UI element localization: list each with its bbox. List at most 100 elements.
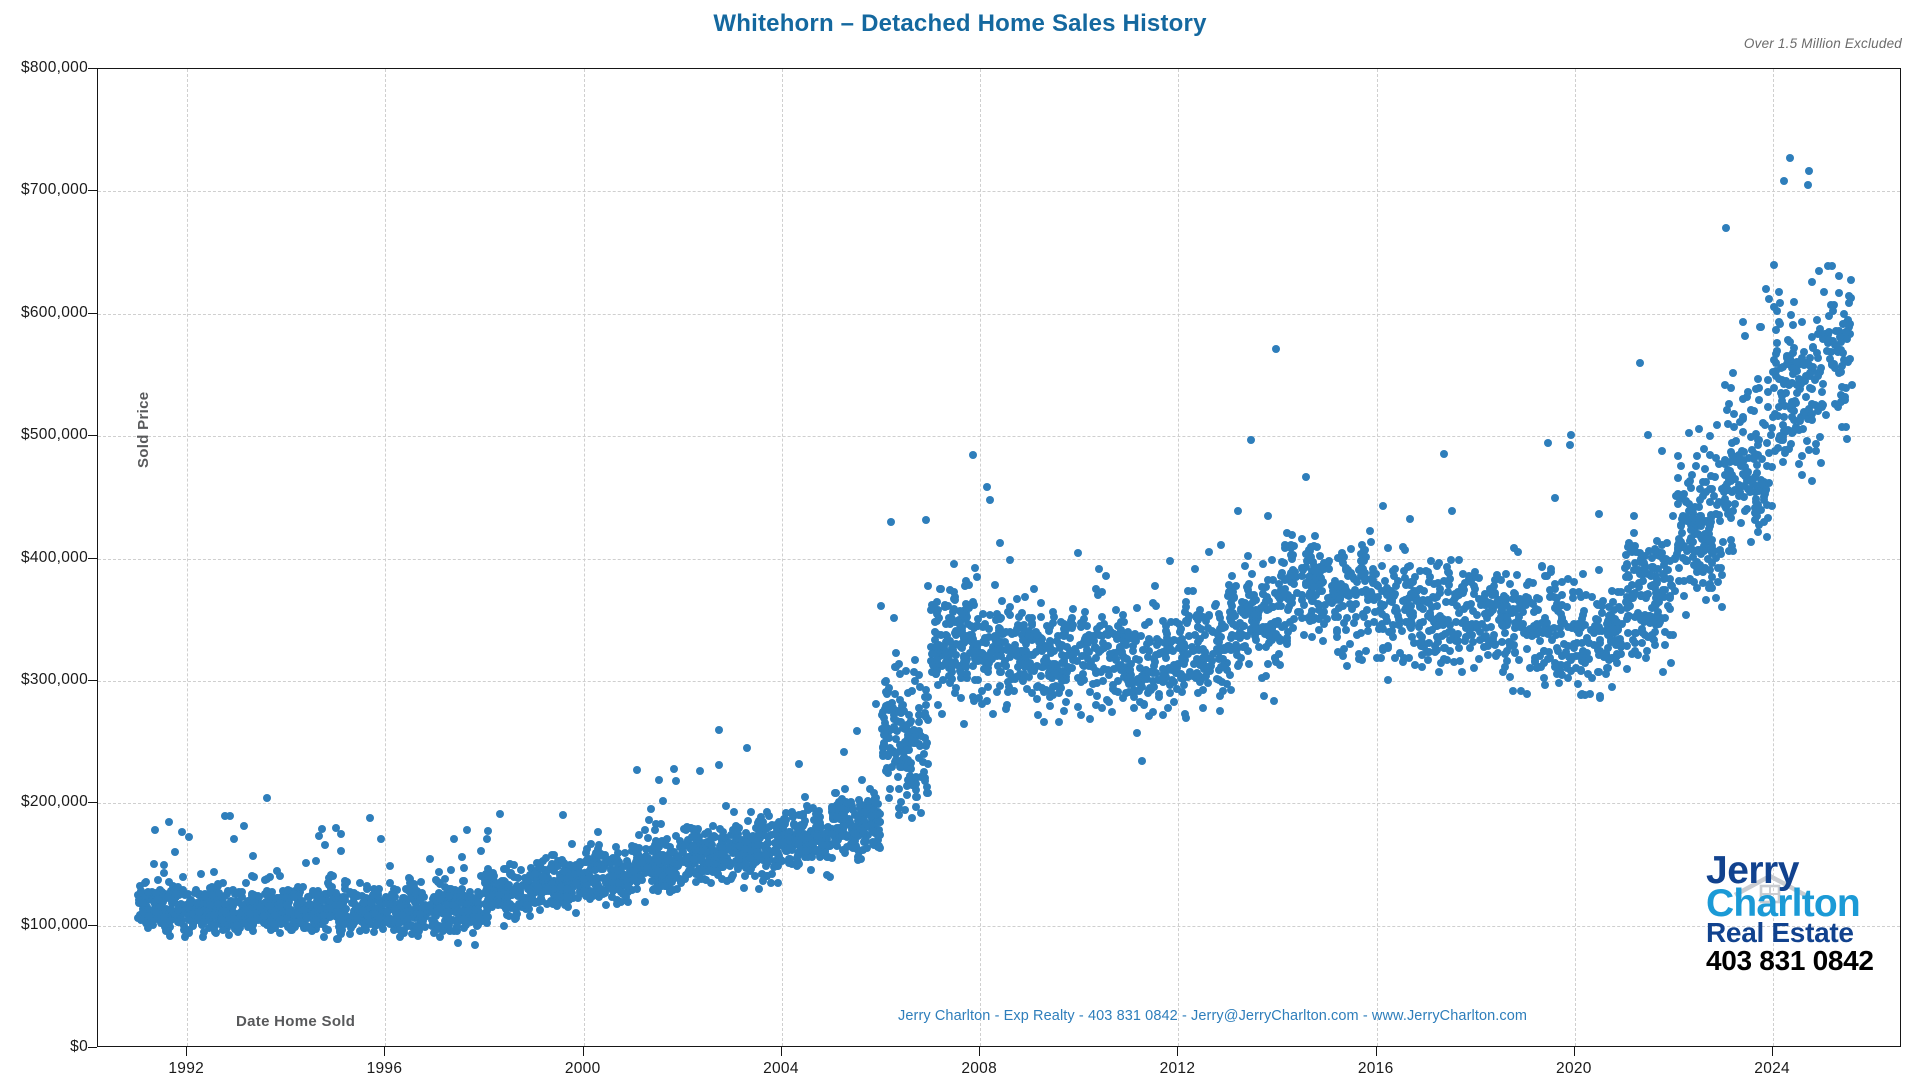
- scatter-point: [384, 915, 393, 924]
- scatter-point: [249, 852, 258, 861]
- scatter-point: [1817, 387, 1826, 396]
- scatter-point: [1689, 537, 1698, 546]
- scatter-point: [161, 927, 170, 936]
- scatter-point: [1705, 485, 1714, 494]
- scatter-point: [268, 888, 277, 897]
- scatter-point: [1736, 518, 1745, 527]
- scatter-point: [1037, 683, 1046, 692]
- scatter-point: [1659, 668, 1668, 677]
- scatter-point: [764, 822, 773, 831]
- scatter-point: [139, 908, 148, 917]
- scatter-point: [1218, 654, 1227, 663]
- scatter-point: [385, 919, 394, 928]
- scatter-point: [740, 844, 749, 853]
- scatter-point: [1543, 572, 1552, 581]
- scatter-point: [1574, 652, 1583, 660]
- scatter-point: [1528, 579, 1537, 588]
- scatter-point: [1388, 632, 1397, 641]
- scatter-point: [1308, 632, 1317, 641]
- scatter-point: [914, 670, 923, 679]
- scatter-point: [273, 893, 282, 902]
- scatter-point: [226, 812, 235, 821]
- scatter-point: [254, 891, 263, 900]
- scatter-point: [1244, 551, 1253, 560]
- scatter-point: [924, 692, 933, 701]
- scatter-point: [197, 899, 206, 908]
- scatter-point: [1166, 617, 1175, 626]
- scatter-point: [1580, 606, 1589, 615]
- scatter-point: [891, 755, 900, 764]
- scatter-point: [646, 868, 655, 877]
- scatter-point: [1372, 654, 1381, 662]
- scatter-point: [1435, 667, 1444, 676]
- scatter-point: [1111, 606, 1120, 615]
- scatter-point: [1353, 577, 1362, 586]
- scatter-point: [418, 888, 427, 897]
- scatter-point: [876, 810, 885, 819]
- scatter-point: [376, 834, 385, 843]
- scatter-point: [1658, 541, 1667, 550]
- scatter-point: [1132, 729, 1141, 738]
- scatter-point: [1666, 658, 1675, 667]
- scatter-point: [977, 648, 986, 657]
- scatter-point: [185, 916, 194, 925]
- scatter-point: [438, 927, 447, 936]
- scatter-point: [134, 914, 143, 923]
- scatter-point: [246, 914, 255, 923]
- scatter-point: [137, 886, 146, 895]
- scatter-point: [355, 927, 364, 936]
- scatter-point: [753, 851, 762, 860]
- scatter-point: [1506, 579, 1515, 588]
- scatter-point: [910, 725, 919, 734]
- scatter-point: [1246, 436, 1255, 445]
- scatter-point: [1150, 582, 1159, 591]
- scatter-point: [143, 924, 152, 933]
- scatter-point: [949, 559, 958, 568]
- scatter-point: [893, 726, 902, 735]
- scatter-point: [154, 876, 163, 885]
- scatter-point: [1729, 368, 1737, 377]
- scatter-point: [894, 785, 903, 793]
- scatter-point: [237, 888, 246, 897]
- scatter-point: [1245, 659, 1254, 668]
- scatter-point: [299, 905, 308, 914]
- scatter-point: [1112, 630, 1121, 639]
- scatter-point: [241, 879, 250, 888]
- scatter-point: [877, 601, 886, 610]
- scatter-point: [309, 887, 318, 896]
- scatter-point: [826, 873, 835, 882]
- scatter-point: [562, 893, 571, 902]
- scatter-point: [459, 863, 468, 872]
- scatter-point: [180, 926, 189, 935]
- scatter-point: [1342, 626, 1351, 635]
- scatter-point: [361, 922, 370, 931]
- scatter-point: [1624, 611, 1633, 620]
- scatter-point: [311, 915, 320, 924]
- scatter-point: [860, 836, 869, 845]
- scatter-point: [1280, 559, 1289, 568]
- scatter-point: [1215, 706, 1224, 715]
- scatter-point: [214, 911, 223, 920]
- scatter-point: [1812, 316, 1821, 325]
- scatter-point: [671, 831, 680, 840]
- scatter-point: [1688, 471, 1697, 480]
- scatter-point: [852, 726, 861, 735]
- scatter-point: [1392, 603, 1401, 612]
- scatter-point: [1443, 655, 1452, 664]
- scatter-point: [207, 917, 216, 926]
- scatter-point: [1148, 598, 1157, 607]
- scatter-point: [895, 763, 904, 772]
- scatter-point: [271, 902, 280, 911]
- scatter-point: [1302, 472, 1311, 481]
- scatter-point: [1489, 631, 1498, 640]
- scatter-point: [400, 928, 409, 937]
- scatter-point: [1766, 430, 1775, 439]
- scatter-point: [159, 860, 168, 869]
- scatter-point: [1706, 517, 1715, 526]
- scatter-point: [894, 810, 903, 819]
- scatter-point: [1491, 641, 1500, 650]
- scatter-point: [1342, 613, 1351, 622]
- scatter-point: [234, 927, 243, 936]
- scatter-point: [249, 926, 258, 935]
- scatter-point: [507, 903, 516, 912]
